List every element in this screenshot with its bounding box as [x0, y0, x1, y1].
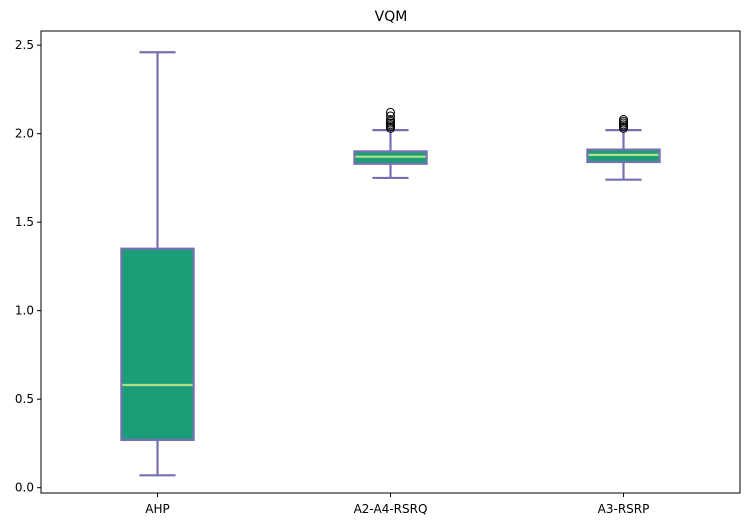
axes: 0.0 0.5 1.0 1.5 2.0 2.5 AHP A2-A4-RSRQ A3-RSRP — [15, 38, 649, 516]
y-tick-label: 0.5 — [15, 392, 34, 406]
box-group-1 — [120, 51, 195, 477]
chart-title: VQM — [375, 9, 408, 25]
outlier-point — [386, 107, 395, 117]
plot-area — [120, 51, 661, 477]
y-tick-label: 1.0 — [15, 304, 34, 318]
x-tick-label: AHP — [145, 502, 169, 516]
y-tick-label: 0.0 — [15, 481, 34, 495]
box-group-2 — [353, 107, 428, 180]
outlier-point — [386, 111, 395, 121]
x-tick-label: A2-A4-RSRQ — [354, 502, 428, 516]
y-tick-label: 2.0 — [15, 127, 34, 141]
box-group-3 — [586, 115, 661, 181]
x-tick-label: A3-RSRP — [598, 502, 650, 516]
y-tick-label: 1.5 — [15, 215, 34, 229]
box-iqr — [120, 247, 195, 441]
outlier-point — [619, 115, 628, 125]
y-tick-label: 2.5 — [15, 38, 34, 52]
outlier-point — [386, 115, 395, 125]
